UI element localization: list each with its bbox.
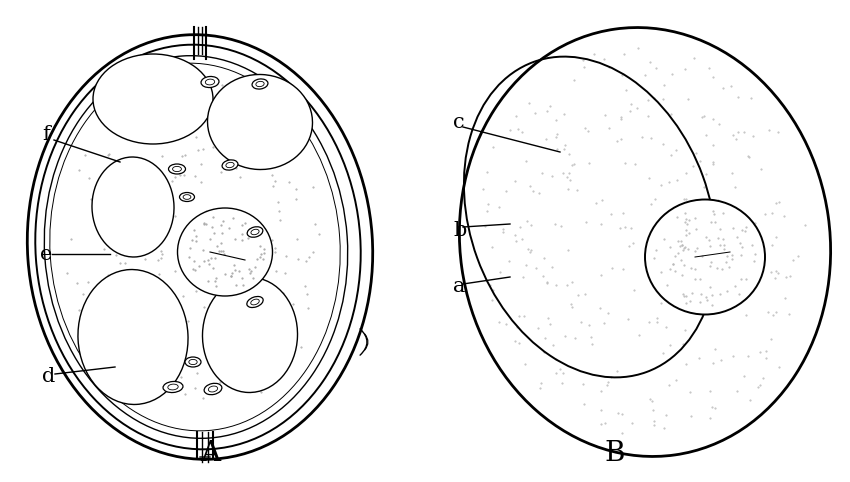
Ellipse shape: [178, 208, 273, 296]
Ellipse shape: [207, 75, 313, 170]
Ellipse shape: [50, 63, 340, 431]
Ellipse shape: [36, 45, 360, 449]
Ellipse shape: [93, 54, 213, 144]
Ellipse shape: [92, 157, 174, 257]
Text: d: d: [42, 367, 55, 387]
Ellipse shape: [252, 79, 268, 89]
Ellipse shape: [163, 381, 183, 392]
Ellipse shape: [247, 227, 263, 237]
Text: f: f: [42, 124, 50, 144]
Ellipse shape: [44, 56, 348, 438]
Ellipse shape: [27, 35, 372, 459]
Ellipse shape: [201, 77, 219, 88]
Ellipse shape: [202, 278, 298, 392]
Ellipse shape: [246, 296, 264, 308]
Text: b: b: [453, 220, 467, 240]
Ellipse shape: [459, 27, 830, 456]
Text: c: c: [453, 112, 465, 132]
Ellipse shape: [185, 357, 201, 367]
Text: a: a: [453, 278, 465, 296]
Text: A: A: [200, 440, 220, 467]
Ellipse shape: [168, 164, 185, 174]
Ellipse shape: [645, 200, 765, 314]
Text: e: e: [40, 244, 53, 264]
Ellipse shape: [222, 160, 238, 170]
Ellipse shape: [204, 383, 222, 395]
Ellipse shape: [78, 269, 188, 404]
Text: B: B: [604, 440, 626, 467]
Ellipse shape: [179, 192, 195, 201]
